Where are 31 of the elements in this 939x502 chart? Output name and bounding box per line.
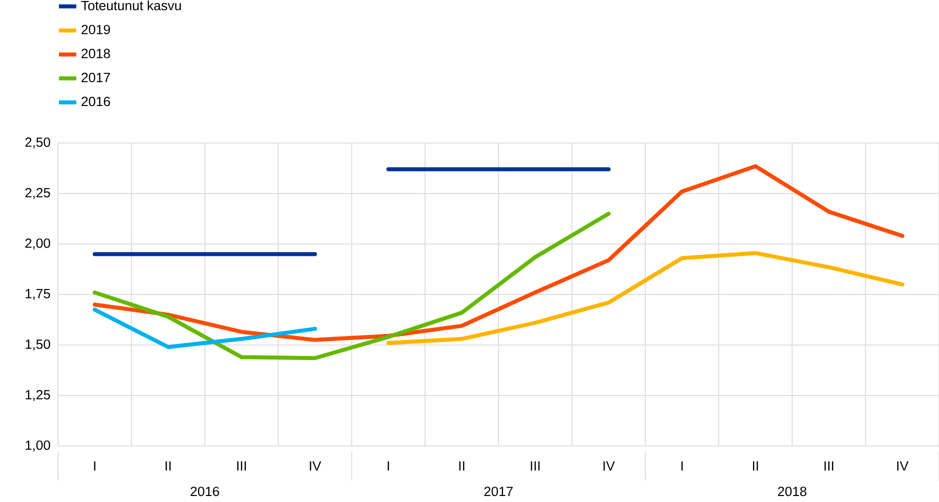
legend-label: 2018 (82, 48, 110, 58)
legend-label: Toteutunut kasvu (81, 0, 181, 10)
x-tick-label: I (94, 461, 96, 471)
y-tick-label: 1,75 (26, 289, 50, 300)
legend-label: 2016 (82, 96, 110, 106)
x-tick-label: I (681, 461, 683, 471)
text: 2016 (190, 486, 220, 496)
x-tick-label: IV (310, 461, 322, 471)
x-tick-label: II (752, 461, 758, 471)
y-tick-label: 2,25 (25, 188, 50, 200)
x-tick-label: II (166, 461, 171, 471)
legend-label: 2017 (82, 72, 110, 82)
y-tick-label: 1,25 (26, 390, 50, 402)
x-tick-label: IV (897, 461, 909, 471)
y-tick-label: 1,50 (26, 339, 50, 351)
text: 2018 (778, 486, 806, 496)
x-tick-label: IV (604, 461, 615, 471)
line-series (386, 251, 904, 345)
line-series (92, 164, 904, 342)
line-series (92, 308, 317, 350)
line-series (92, 212, 611, 360)
text: 2017 (484, 486, 513, 496)
x-tick-label: III (237, 461, 246, 471)
x-tick-label: III (824, 461, 834, 471)
y-tick-label: 2,50 (25, 137, 50, 149)
legend-label: 2019 (82, 24, 110, 34)
x-tick-label: II (459, 461, 464, 471)
y-tick-label: 1,00 (26, 440, 50, 452)
x-tick-label: I (388, 461, 389, 471)
y-tick-label: 2,00 (25, 238, 50, 250)
x-tick-label: III (530, 461, 540, 471)
